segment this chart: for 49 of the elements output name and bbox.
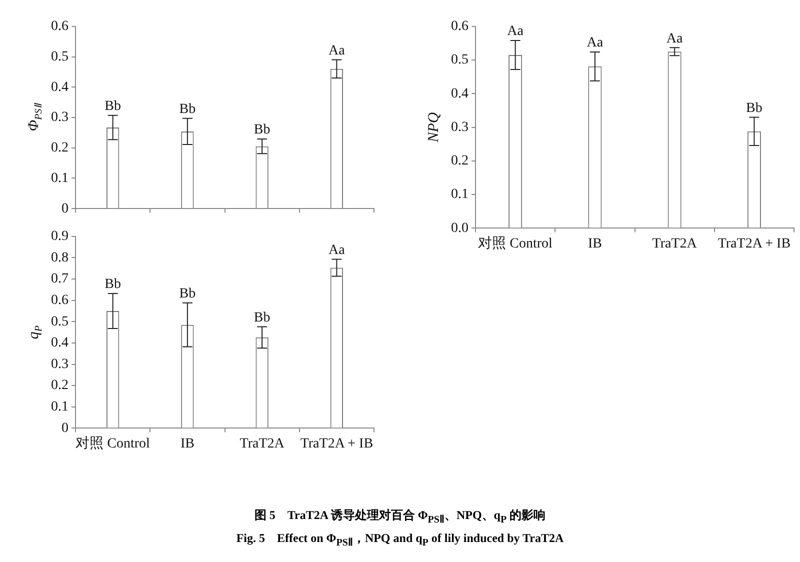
y-tick-label: 0.3: [51, 356, 68, 372]
y-tick-label: 0.4: [51, 336, 68, 351]
y-tick-label: 0.5: [51, 314, 68, 330]
y-tick-label: 0.1: [51, 400, 68, 415]
annotation: Bb: [104, 99, 121, 114]
annotation: Bb: [179, 286, 196, 302]
y-tick-label: 0.2: [51, 378, 68, 394]
caption: 图 5 TraT2A 诱导处理对百合 Φ$_{PSⅡ}$、NPQ、q$_{P}$ 的影响: [253, 507, 547, 528]
y-tick-label: 0.6: [51, 293, 68, 308]
y-tick-label: 0.4: [51, 80, 68, 95]
annotation: Aa: [328, 43, 346, 58]
annotation: Bb: [254, 122, 270, 138]
x-tick-label: 对照 Control: [76, 435, 150, 452]
y-tick-label: 0.4: [451, 86, 468, 102]
x-tick-label: TraT2A: [652, 236, 698, 252]
y-tick-label: 0.3: [451, 120, 468, 135]
x-tick-label: IB: [180, 436, 194, 452]
y-tick-label: 0.6: [51, 19, 68, 34]
y-tick-label: 0.0: [451, 220, 468, 236]
y-axis-title: NPQ: [426, 112, 442, 144]
y-tick-label: 0: [62, 420, 68, 436]
x-tick-label: TraT2A: [240, 436, 286, 452]
y-tick-label: 0.6: [451, 19, 468, 34]
x-tick-label: TraT2A + IB: [300, 436, 374, 452]
x-tick-label: IB: [588, 236, 602, 252]
annotation: Bb: [104, 277, 121, 292]
y-tick-label: 0.2: [51, 140, 68, 156]
annotation: Aa: [507, 24, 524, 40]
y-tick-label: 0: [62, 201, 68, 216]
annotation: Bb: [254, 310, 270, 326]
annotation: Bb: [179, 102, 196, 118]
caption: Fig. 5 Effect on Φ$_{PSⅡ}$，NPQ and q$_{P}$ of lily induced by TraT2A: [235, 530, 565, 551]
y-tick-label: 0.2: [451, 154, 468, 169]
y-tick-label: 0.8: [51, 250, 68, 266]
y-axis-title: ΦPSⅡ: [26, 102, 45, 132]
y-tick-label: 0.1: [51, 170, 68, 186]
x-tick-label: 对照 Control: [478, 235, 553, 252]
y-tick-label: 0.3: [51, 110, 68, 126]
annotation: Aa: [586, 36, 604, 51]
annotation: Aa: [328, 242, 346, 258]
annotation: Aa: [666, 31, 684, 46]
annotation: Bb: [746, 100, 762, 116]
y-tick-label: 0.1: [451, 187, 468, 202]
x-tick-label: TraT2A + IB: [718, 236, 791, 252]
y-tick-label: 0.7: [51, 272, 68, 287]
y-tick-label: 0.9: [51, 229, 68, 244]
y-axis-title: qP: [26, 325, 45, 340]
y-tick-label: 0.5: [51, 49, 68, 64]
y-tick-label: 0.5: [451, 52, 468, 68]
